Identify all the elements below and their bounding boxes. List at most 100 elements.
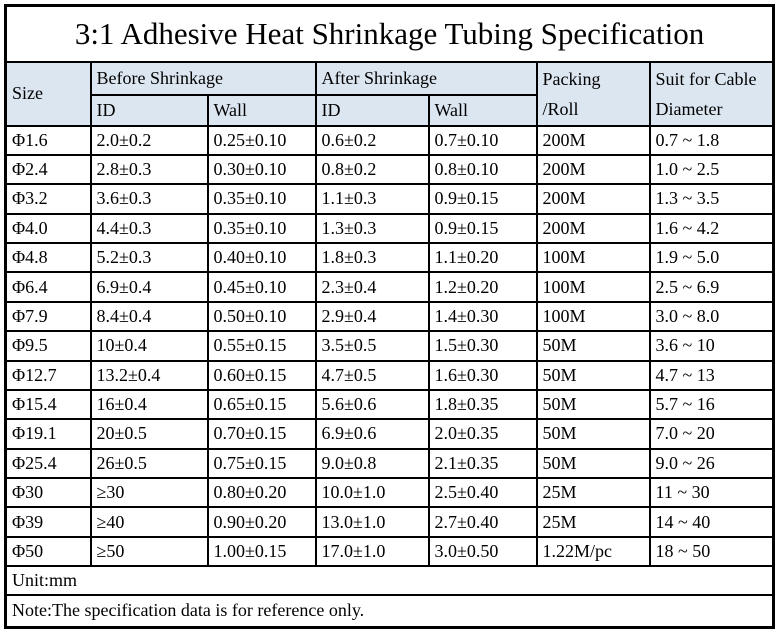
spec-cell: 2.5 ~ 6.9 — [648, 271, 775, 303]
spec-cell: 1.3 ~ 3.5 — [648, 183, 775, 215]
spec-cell: 200M — [535, 183, 651, 215]
spec-cell: 2.9±0.4 — [314, 300, 430, 333]
spec-cell: 1.4±0.30 — [427, 300, 538, 333]
spec-cell: Φ19.1 — [4, 418, 92, 450]
spec-table-body: 3:1 Adhesive Heat Shrinkage Tubing Speci… — [4, 4, 775, 629]
spec-cell: 1.1±0.3 — [314, 183, 430, 215]
spec-cell: 2.5±0.40 — [427, 477, 538, 509]
spec-cell: Φ9.5 — [4, 330, 92, 362]
spec-cell: 8.4±0.4 — [89, 300, 209, 333]
spec-cell: 0.8±0.10 — [427, 153, 538, 186]
spec-cell: 2.3±0.4 — [314, 271, 430, 303]
spec-cell: 50M — [535, 388, 651, 421]
spec-cell: 10.0±1.0 — [314, 477, 430, 509]
table-row: Φ25.4 26±0.5 0.75±0.15 9.0±0.8 2.1±0.35 50M 9.… — [4, 447, 775, 480]
spec-cell: 1.3±0.3 — [314, 212, 430, 245]
spec-cell: 18 ~ 50 — [648, 535, 775, 568]
spec-cell: 50M — [535, 447, 651, 480]
spec-cell: Φ50 — [4, 535, 92, 568]
spec-cell: 100M — [535, 271, 651, 303]
unit-label: Unit:mm — [4, 565, 775, 596]
spec-cell: 3.5±0.5 — [314, 330, 430, 362]
table-row: Φ19.1 20±0.5 0.70±0.15 6.9±0.6 2.0±0.35 50M 7.… — [4, 418, 775, 450]
spec-cell: 1.6 ~ 4.2 — [648, 212, 775, 245]
spec-cell: 14 ~ 40 — [648, 506, 775, 538]
spec-cell: 0.40±0.10 — [206, 242, 317, 274]
spec-cell: 0.45±0.10 — [206, 271, 317, 303]
spec-cell: 200M — [535, 153, 651, 186]
page-title: 3:1 Adhesive Heat Shrinkage Tubing Speci… — [4, 4, 775, 63]
spec-cell: Φ6.4 — [4, 271, 92, 303]
spec-cell: 0.25±0.10 — [206, 124, 317, 156]
spec-cell: 0.35±0.10 — [206, 183, 317, 215]
spec-cell: 1.0 ~ 2.5 — [648, 153, 775, 186]
header-row-1: Size Before Shrinkage After Shrinkage Pa… — [4, 60, 775, 127]
col-header-packing-line1: Packing — [542, 68, 601, 89]
spec-cell: 100M — [535, 242, 651, 274]
spec-cell: Φ1.6 — [4, 124, 92, 156]
spec-cell: 100M — [535, 300, 651, 333]
spec-cell: 3.6 ~ 10 — [648, 330, 775, 362]
spec-cell: 0.9±0.15 — [427, 212, 538, 245]
table-row: Φ2.4 2.8±0.3 0.30±0.10 0.8±0.2 0.8±0.10 200M 1… — [4, 153, 775, 186]
spec-cell: 20±0.5 — [89, 418, 209, 450]
header-row-2: ID Wall ID Wall — [6, 94, 774, 127]
table-row: Φ30 ≥30 0.80±0.20 10.0±1.0 2.5±0.40 25M 11 ~ 3… — [4, 477, 775, 509]
spec-cell: 50M — [535, 359, 651, 391]
spec-cell: ≥30 — [89, 477, 209, 509]
col-header-after-id: ID — [314, 94, 430, 127]
spec-cell: 13.0±1.0 — [314, 506, 430, 538]
col-header-packing-line2: /Roll — [542, 98, 579, 119]
spec-cell: 0.8±0.2 — [314, 153, 430, 186]
spec-cell: 0.55±0.15 — [206, 330, 317, 362]
spec-cell: 0.7±0.10 — [427, 124, 538, 156]
spec-cell: Φ7.9 — [4, 300, 92, 333]
spec-cell: 1.9 ~ 5.0 — [648, 242, 775, 274]
spec-cell: 0.70±0.15 — [206, 418, 317, 450]
spec-cell: 200M — [535, 212, 651, 245]
table-row: Φ7.9 8.4±0.4 0.50±0.10 2.9±0.4 1.4±0.30 100M 3… — [4, 300, 775, 333]
spec-cell: 0.90±0.20 — [206, 506, 317, 538]
spec-cell: 0.7 ~ 1.8 — [648, 124, 775, 156]
col-header-after-shrinkage: After Shrinkage — [314, 60, 538, 97]
spec-cell: Φ2.4 — [4, 153, 92, 186]
spec-cell: Φ12.7 — [4, 359, 92, 391]
spec-cell: Φ3.2 — [4, 183, 92, 215]
table-row: Φ1.6 2.0±0.2 0.25±0.10 0.6±0.2 0.7±0.10 200M 0… — [4, 124, 775, 156]
spec-cell: 1.6±0.30 — [427, 359, 538, 391]
table-row: Φ4.8 5.2±0.3 0.40±0.10 1.8±0.3 1.1±0.20 100M 1… — [4, 242, 775, 274]
table-row: Φ3.2 3.6±0.3 0.35±0.10 1.1±0.3 0.9±0.15 200M 1… — [4, 183, 775, 215]
spec-cell: 1.5±0.30 — [427, 330, 538, 362]
col-header-before-shrinkage: Before Shrinkage — [89, 60, 317, 97]
spec-cell: 2.8±0.3 — [89, 153, 209, 186]
table-row: Φ39 ≥40 0.90±0.20 13.0±1.0 2.7±0.40 25M 14 ~ 4… — [4, 506, 775, 538]
table-row: Φ15.4 16±0.4 0.65±0.15 5.6±0.6 1.8±0.35 50M 5.… — [4, 388, 775, 421]
spec-cell: 25M — [535, 477, 651, 509]
title-row: 3:1 Adhesive Heat Shrinkage Tubing Speci… — [4, 4, 775, 63]
spec-cell: 1.00±0.15 — [206, 535, 317, 568]
spec-cell: 50M — [535, 418, 651, 450]
spec-cell: 1.8±0.35 — [427, 388, 538, 421]
spec-cell: 1.22M/pc — [535, 535, 651, 568]
spec-cell: 6.9±0.4 — [89, 271, 209, 303]
spec-cell: 0.6±0.2 — [314, 124, 430, 156]
spec-cell: 2.0±0.2 — [89, 124, 209, 156]
table-row: Φ50 ≥50 1.00±0.15 17.0±1.0 3.0±0.50 1.22M/pc 1… — [4, 535, 775, 568]
spec-cell: 5.6±0.6 — [314, 388, 430, 421]
table-row: Φ4.0 4.4±0.3 0.35±0.10 1.3±0.3 0.9±0.15 200M 1… — [4, 212, 775, 245]
spec-cell: 26±0.5 — [89, 447, 209, 480]
col-header-suit-line1: Suit for Cable — [655, 68, 757, 89]
spec-cell: 0.80±0.20 — [206, 477, 317, 509]
spec-cell: 11 ~ 30 — [648, 477, 775, 509]
spec-cell: Φ30 — [4, 477, 92, 509]
spec-cell: Φ39 — [4, 506, 92, 538]
spec-cell: 0.9±0.15 — [427, 183, 538, 215]
spec-cell: 4.4±0.3 — [89, 212, 209, 245]
table-row: Φ6.4 6.9±0.4 0.45±0.10 2.3±0.4 1.2±0.20 100M 2… — [4, 271, 775, 303]
spec-cell: Φ25.4 — [4, 447, 92, 480]
spec-cell: 17.0±1.0 — [314, 535, 430, 568]
spec-cell: 2.1±0.35 — [427, 447, 538, 480]
spec-cell: 5.2±0.3 — [89, 242, 209, 274]
spec-cell: 0.65±0.15 — [206, 388, 317, 421]
spec-cell: 0.50±0.10 — [206, 300, 317, 333]
